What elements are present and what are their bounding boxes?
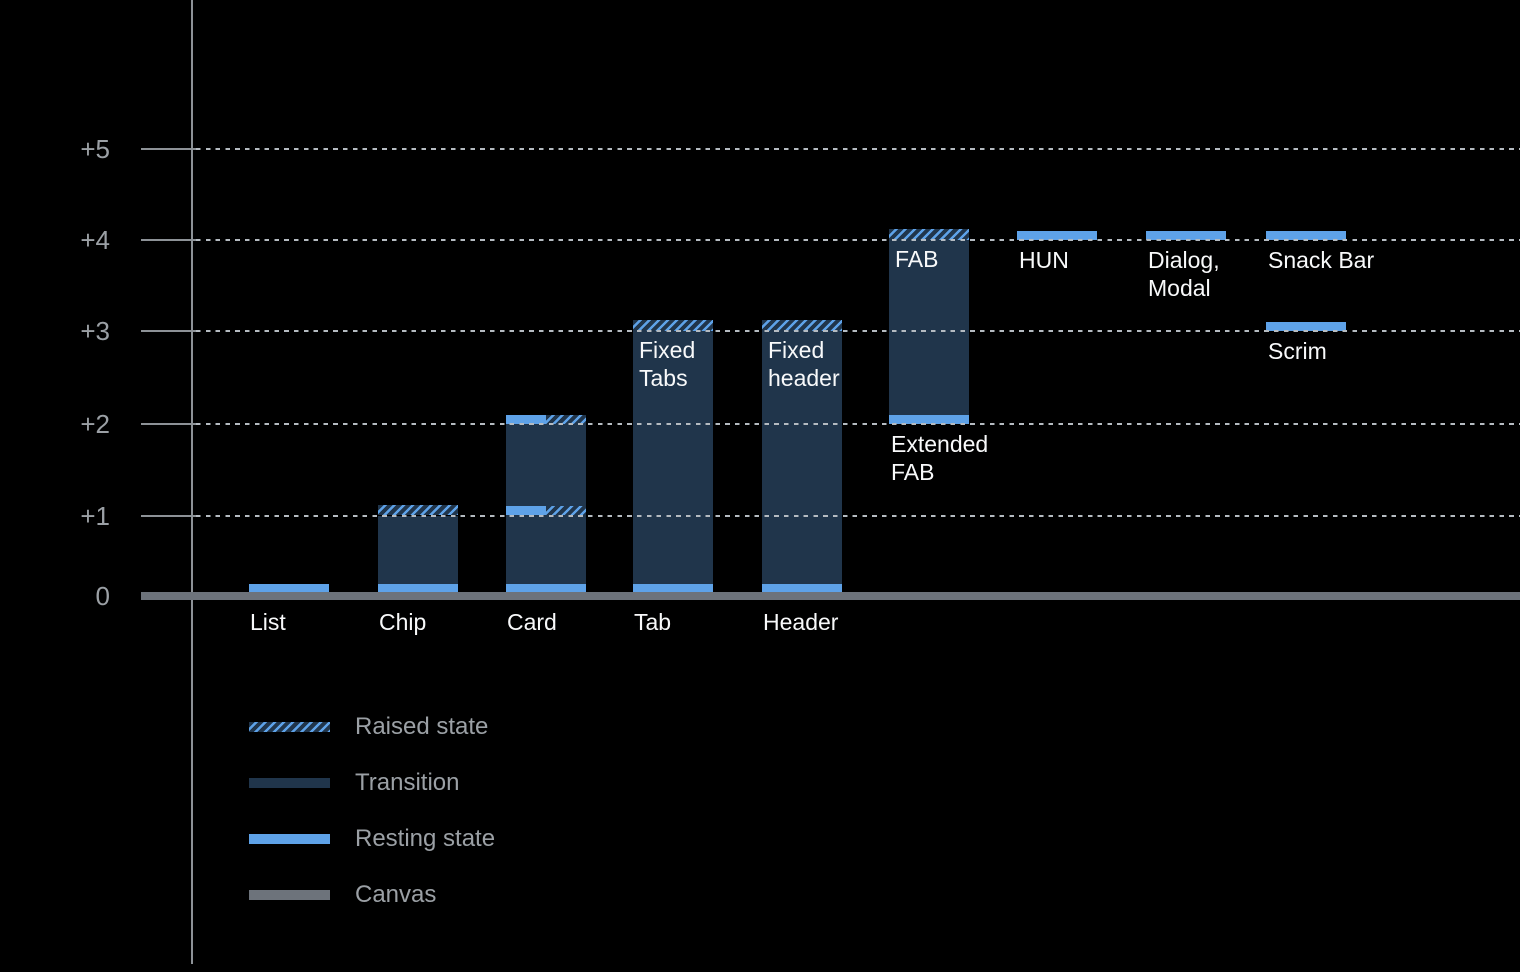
chip-resting-segment	[378, 584, 458, 592]
bar-below-label: HUN	[1019, 247, 1069, 273]
y-tick-label: +1	[80, 500, 110, 531]
gridline-+4	[196, 239, 1520, 241]
category-label-list: List	[250, 609, 286, 635]
fab-resting-segment	[889, 414, 969, 424]
legend-item-resting: Resting state	[249, 827, 495, 851]
y-tick-+1	[141, 514, 196, 517]
legend-swatch-canvas	[249, 890, 330, 900]
legend-label: Transition	[355, 769, 460, 796]
y-tick-+4	[141, 239, 196, 241]
legend-label: Raised state	[355, 713, 489, 740]
bar-inner-label: FAB	[895, 246, 939, 272]
category-label-card: Card	[507, 609, 557, 635]
card-resting_raised-segment	[506, 414, 586, 424]
bar-inner-label: Fixed Tabs	[639, 337, 696, 392]
dialog-modal-resting-segment	[1146, 230, 1226, 240]
list-resting-segment	[249, 584, 329, 592]
fab-raised-segment	[889, 229, 969, 240]
chip-raised-segment	[378, 504, 458, 516]
raised-half	[546, 414, 586, 424]
bar-inner-label: Fixed header	[768, 337, 840, 392]
y-tick-label: +5	[80, 134, 110, 164]
bar-below-label: Scrim	[1268, 338, 1327, 365]
tab-transition-segment	[633, 331, 713, 592]
gridline-+1	[196, 514, 1520, 517]
gridline-+3	[196, 330, 1520, 333]
y-tick-+3	[141, 330, 196, 333]
legend-label: Resting state	[355, 825, 496, 852]
fab-transition-segment	[889, 240, 969, 415]
legend-item-canvas: Canvas	[249, 883, 436, 907]
hun-resting-segment	[1017, 230, 1097, 240]
y-tick-label: +4	[80, 225, 110, 255]
tab-resting-segment	[633, 584, 713, 592]
card-resting_raised-segment	[506, 506, 586, 516]
chip-transition-segment	[378, 515, 458, 592]
bar-below-label: Extended FAB	[891, 431, 989, 485]
y-tick-+2	[141, 423, 196, 425]
scrim-resting-segment	[1266, 322, 1346, 332]
bar-below-label: Snack Bar	[1268, 247, 1375, 273]
bar-below-label: Dialog, Modal	[1148, 247, 1220, 301]
category-label-tab: Tab	[634, 609, 672, 635]
legend-swatch-raised	[249, 722, 330, 732]
legend-item-raised: Raised state	[249, 715, 488, 739]
legend-swatch-transition	[249, 778, 330, 788]
y-tick-label: +2	[80, 409, 110, 439]
category-label-header: Header	[763, 609, 839, 635]
legend-swatch-resting	[249, 834, 330, 844]
header-raised-segment	[762, 320, 842, 332]
gridline-+2	[196, 423, 1520, 425]
legend-label: Canvas	[355, 881, 437, 908]
resting-half	[506, 506, 546, 516]
tab-raised-segment	[633, 320, 713, 332]
card-resting-segment	[506, 584, 586, 592]
legend-item-transition: Transition	[249, 771, 459, 795]
y-axis-line	[191, 0, 193, 964]
y-tick-label: +3	[80, 316, 110, 347]
header-transition-segment	[762, 331, 842, 592]
raised-half	[546, 506, 586, 516]
gridline-+5	[196, 148, 1520, 150]
header-resting-segment	[762, 584, 842, 592]
category-label-chip: Chip	[379, 609, 427, 635]
y-tick-label: 0	[95, 581, 110, 611]
canvas-baseline	[141, 592, 1520, 600]
resting-half	[506, 414, 546, 424]
snack-bar-resting-segment	[1266, 230, 1346, 240]
y-tick-+5	[141, 148, 196, 150]
